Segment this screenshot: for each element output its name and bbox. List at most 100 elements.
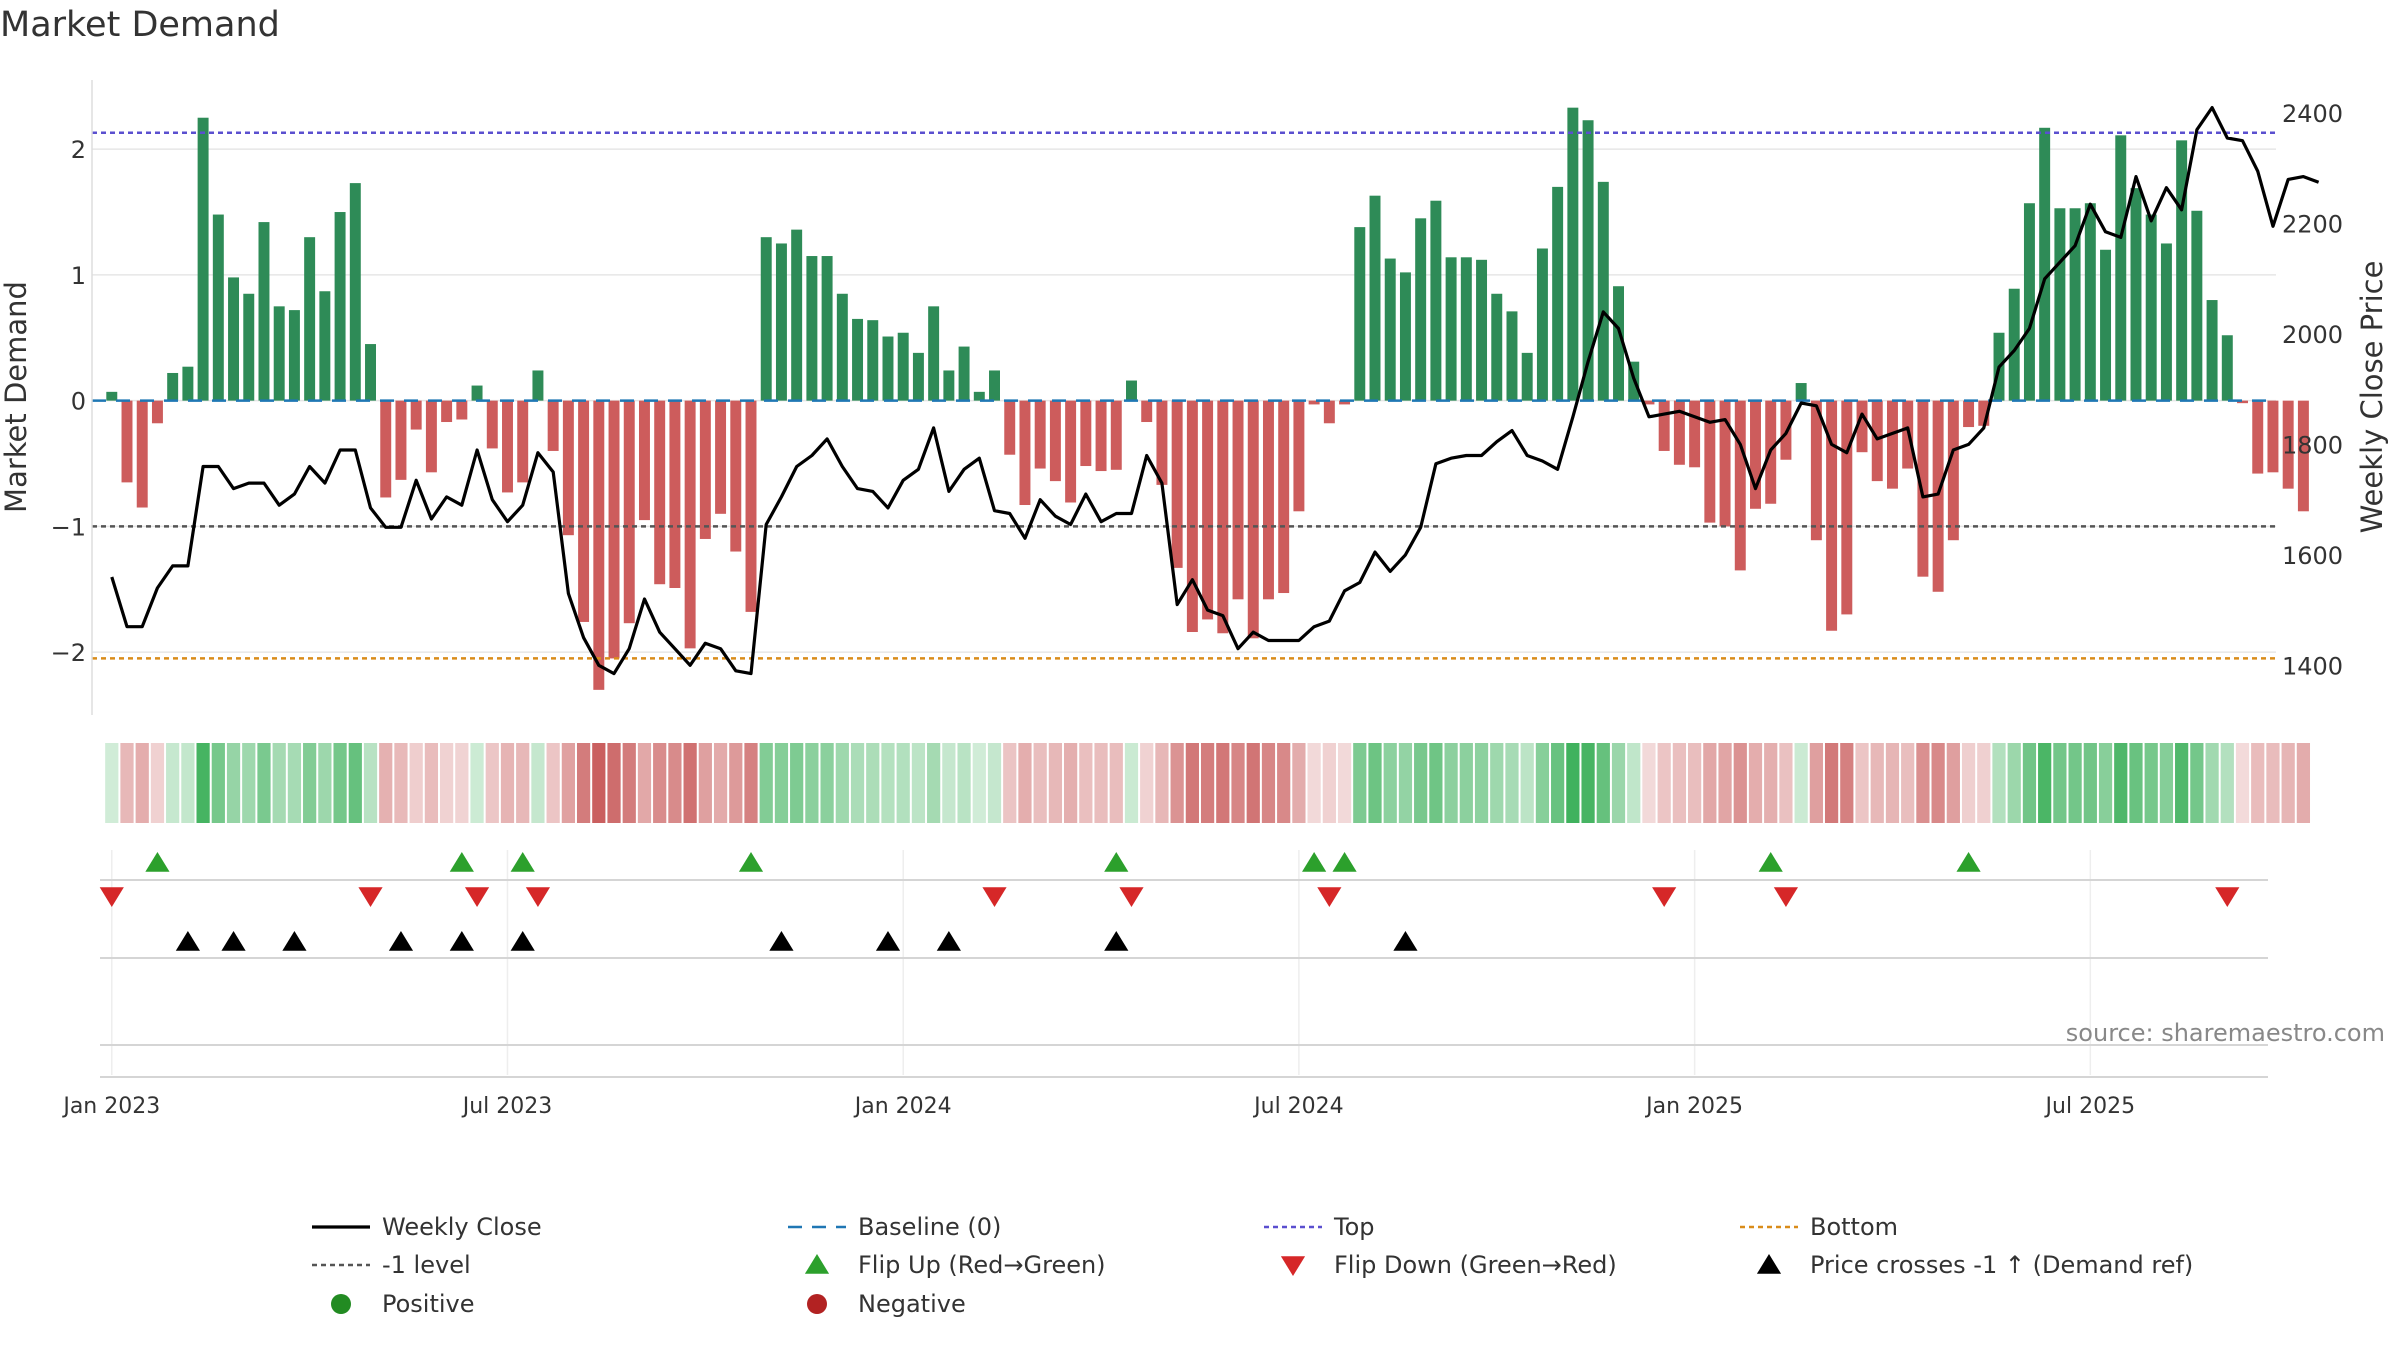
legend-entry: Price crosses -1 ↑ (Demand ref): [1756, 1251, 2193, 1279]
demand-bar-negative: [1856, 400, 1868, 453]
flip-down-marker: [982, 887, 1007, 907]
demand-bar-negative: [547, 400, 559, 451]
heat-strip-cell: [1764, 743, 1778, 823]
heat-strip-cell: [1627, 743, 1641, 823]
demand-bar-positive: [1552, 186, 1564, 401]
demand-bar-positive: [928, 306, 940, 401]
x-tick-label: Jul 2023: [461, 1094, 553, 1119]
demand-bar-positive: [1369, 195, 1381, 401]
source-label: source: sharemaestro.com: [2066, 1019, 2385, 1047]
heat-strip-cell: [2083, 743, 2097, 823]
demand-bar-negative: [1049, 400, 1061, 482]
x-tick-label: Jul 2025: [2044, 1094, 2136, 1119]
heat-strip-cell: [1642, 743, 1656, 823]
flip-down-marker: [358, 887, 383, 907]
demand-bar-negative: [1278, 400, 1290, 594]
demand-bar-negative: [593, 400, 605, 690]
legend-entry: Bottom: [1740, 1213, 1898, 1241]
heat-strip-cell: [774, 743, 789, 823]
demand-bar-positive: [1567, 107, 1579, 401]
demand-bar-positive: [806, 256, 818, 401]
price-cross-marker: [175, 931, 200, 951]
reference-levels: [92, 131, 2276, 660]
demand-bar-positive: [2069, 208, 2081, 401]
demand-bar-negative: [1917, 400, 1929, 577]
flip-up-marker: [1758, 852, 1783, 872]
demand-bar-negative: [1947, 400, 1959, 541]
flip-down-marker: [2215, 887, 2240, 907]
demand-bar-negative: [608, 400, 620, 659]
heat-strip-cell: [2007, 743, 2021, 823]
legend-label: Weekly Close: [382, 1213, 542, 1241]
demand-bar-negative: [136, 400, 148, 508]
heat-strip-cell: [1611, 743, 1626, 823]
heat-strip-cell: [850, 743, 865, 823]
demand-bar-negative: [1095, 400, 1107, 472]
heat-strip-cell: [1003, 743, 1017, 823]
flip-down-marker: [1773, 887, 1799, 907]
demand-bar-positive: [1521, 352, 1533, 401]
demand-bar-positive: [1384, 258, 1396, 401]
heat-strip-cell: [1551, 743, 1565, 823]
demand-bar-negative: [1034, 400, 1046, 469]
demand-bar-negative: [1689, 400, 1701, 468]
legend-entry: Positive: [331, 1290, 475, 1318]
heat-strip-cell: [1307, 743, 1321, 823]
demand-bar-negative: [1293, 400, 1305, 512]
demand-bar-positive: [532, 370, 544, 401]
heat-strip-cell: [896, 743, 910, 823]
demand-bar-positive: [943, 370, 955, 401]
demand-bar-negative: [1841, 400, 1853, 615]
demand-bar-negative: [1323, 400, 1335, 424]
heat-strip-cell: [1992, 743, 2006, 823]
demand-bar-negative: [562, 400, 574, 536]
heat-strip-cell: [470, 743, 484, 823]
axes-layer: 2 1 0 −1 −2 2400 2200 2000 1800 1600 1400: [51, 80, 2343, 715]
price-cross-marker: [936, 931, 961, 951]
demand-bar-negative: [1750, 400, 1761, 509]
heat-strip-cell: [637, 743, 652, 823]
price-cross-marker: [1104, 931, 1129, 951]
heat-strip-cell: [1185, 743, 1199, 823]
heat-strip-cell: [226, 743, 241, 823]
demand-bar-negative: [1186, 400, 1198, 633]
demand-bar-positive: [1445, 257, 1457, 401]
heat-strip-cell: [1444, 743, 1458, 823]
heat-strip-cell: [1961, 743, 1976, 823]
demand-bar-positive: [2008, 288, 2020, 401]
demand-bar-positive: [2145, 214, 2157, 401]
heat-strip-cell: [1566, 743, 1580, 823]
heat-strip-cell: [257, 743, 271, 823]
heat-strip-cell: [485, 743, 499, 823]
weekly-close-line: [110, 105, 2320, 676]
heat-strip-cell: [561, 743, 575, 823]
y-right-tick-label: 2000: [2282, 321, 2343, 349]
heat-strip-cell: [1748, 743, 1763, 823]
heat-strip-cell: [866, 743, 880, 823]
heat-strip-cell: [1459, 743, 1473, 823]
heat-strip-cell: [2175, 743, 2189, 823]
flip-up-marker: [1332, 852, 1357, 872]
demand-bar-negative: [1673, 400, 1685, 465]
grid-layer: [92, 148, 2276, 1078]
y-left-tick-label: −1: [51, 513, 86, 541]
demand-bar-positive: [1795, 383, 1807, 401]
heat-strip-cell: [440, 743, 454, 823]
demand-bar-negative: [410, 400, 422, 430]
y-axis-left-label: Market Demand: [0, 281, 33, 513]
demand-bar-positive: [243, 293, 255, 401]
heat-strip-cell: [1368, 743, 1382, 823]
demand-bar-negative: [699, 400, 711, 539]
heat-strip-cell: [1109, 743, 1123, 823]
heat-strip-cell: [1216, 743, 1230, 823]
heat-strip-cell: [653, 743, 667, 823]
price-cross-marker: [1393, 931, 1418, 951]
flip-down-marker: [1119, 887, 1144, 907]
demand-bar-negative: [1080, 400, 1092, 467]
heat-strip-cell: [1855, 743, 1869, 823]
demand-bar-positive: [1582, 120, 1594, 401]
demand-bar-negative: [1019, 400, 1031, 506]
heat-strip-cell: [744, 743, 758, 823]
demand-bar-negative: [1886, 400, 1898, 489]
flip-down-marker: [1652, 887, 1677, 907]
